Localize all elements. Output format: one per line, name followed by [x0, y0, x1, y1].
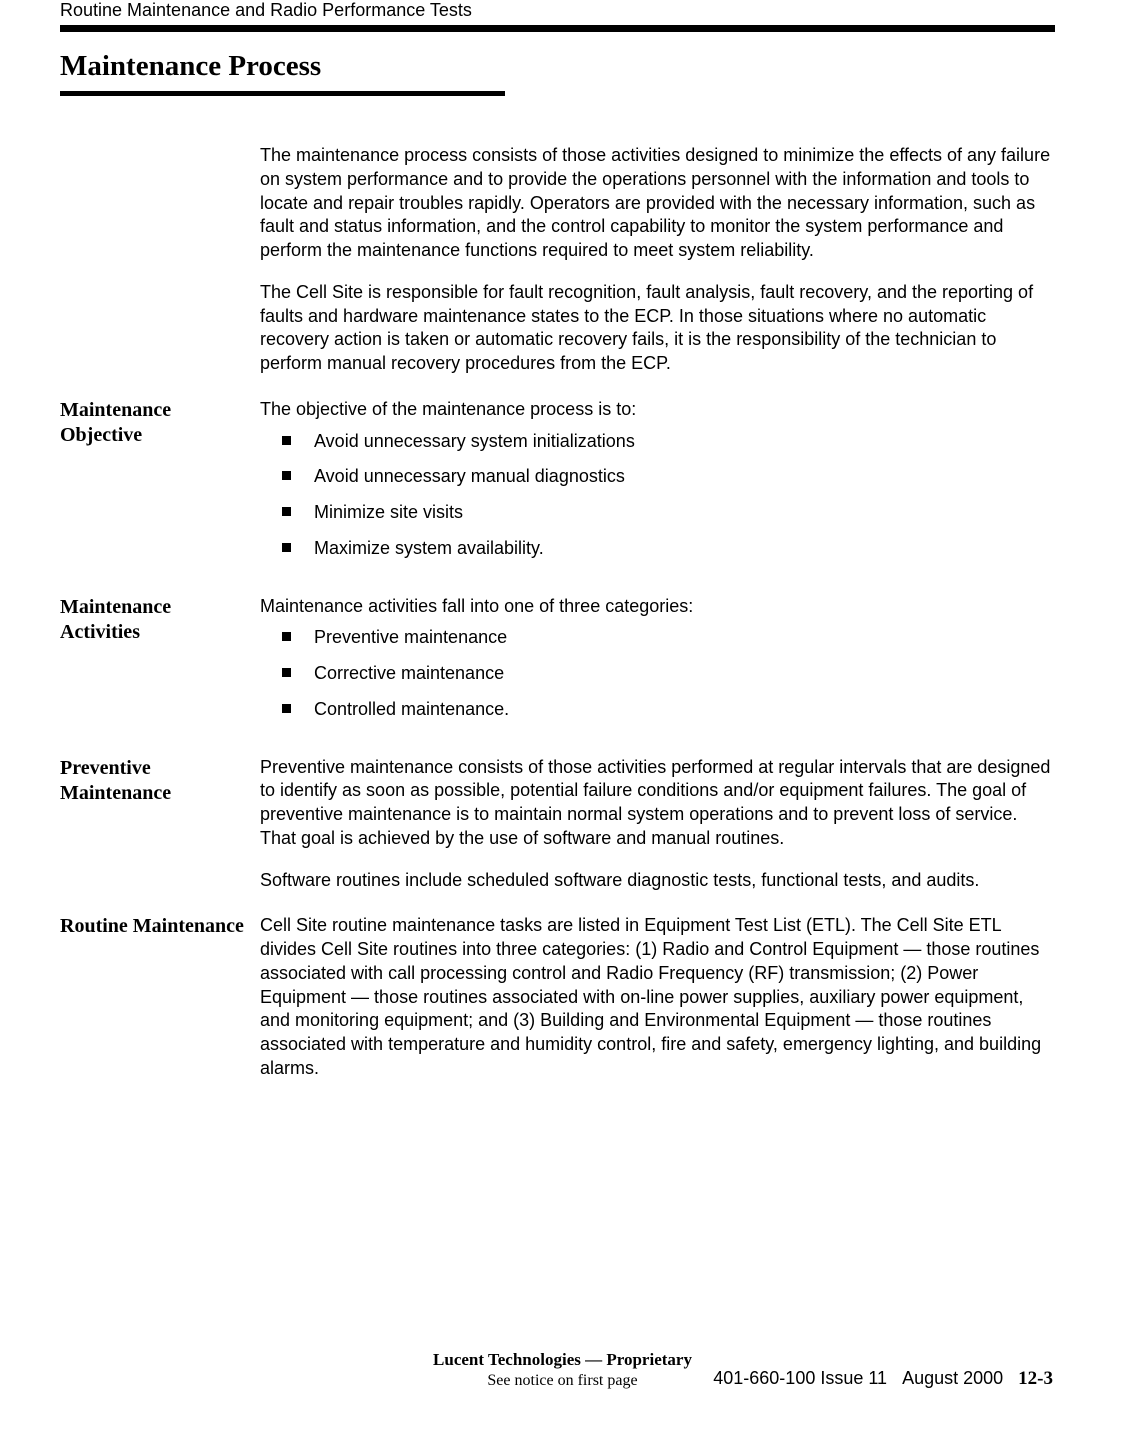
footer-page: 12-3: [1018, 1368, 1053, 1389]
objective-item: Avoid unnecessary manual diagnostics: [260, 465, 1055, 489]
routine-paragraph-1: Cell Site routine maintenance tasks are …: [260, 914, 1055, 1080]
objective-item: Maximize system availability.: [260, 537, 1055, 561]
intro-paragraph-2: The Cell Site is responsible for fault r…: [260, 281, 1055, 376]
header-rule: [60, 25, 1055, 32]
objective-item: Minimize site visits: [260, 501, 1055, 525]
activities-item: Controlled maintenance.: [260, 698, 1055, 722]
section-title: Maintenance Process: [60, 50, 1055, 83]
side-label-routine: Routine Maintenance: [60, 914, 260, 1080]
side-label-objective: Maintenance Objective: [60, 398, 260, 573]
footer-proprietary: Lucent Technologies — Proprietary: [0, 1350, 1125, 1370]
preventive-paragraph-2: Software routines include scheduled soft…: [260, 869, 1055, 893]
footer-date: August 2000: [902, 1368, 1003, 1388]
running-header: Routine Maintenance and Radio Performanc…: [60, 0, 1055, 21]
footer-docnum: 401-660-100 Issue 11: [713, 1368, 887, 1388]
objective-lead: The objective of the maintenance process…: [260, 399, 636, 419]
footer-page-number: 401-660-100 Issue 11 August 2000 12-3: [713, 1368, 1053, 1390]
intro-paragraph-1: The maintenance process consists of thos…: [260, 144, 1055, 263]
objective-item: Avoid unnecessary system initializations: [260, 430, 1055, 454]
side-label-activities: Maintenance Activities: [60, 595, 260, 734]
title-underline: [60, 91, 505, 96]
preventive-paragraph-1: Preventive maintenance consists of those…: [260, 756, 1055, 851]
activities-item: Preventive maintenance: [260, 626, 1055, 650]
side-label-preventive: Preventive Maintenance: [60, 756, 260, 893]
activities-item: Corrective maintenance: [260, 662, 1055, 686]
side-label-empty: [60, 144, 260, 376]
activities-lead: Maintenance activities fall into one of …: [260, 596, 693, 616]
